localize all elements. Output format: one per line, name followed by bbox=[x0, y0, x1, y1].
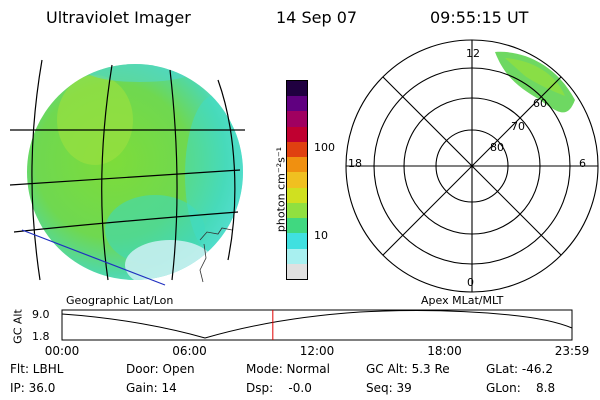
altitude-y-top: 9.0 bbox=[32, 308, 50, 321]
colorbar-segment bbox=[287, 80, 307, 97]
polar-panel-label: Apex MLat/MLT bbox=[421, 294, 504, 307]
status-dsp: Dsp: -0.0 bbox=[246, 381, 312, 395]
status-gc-alt: GC Alt: 5.3 Re bbox=[366, 362, 450, 376]
time-label: 09:55:15 UT bbox=[430, 8, 529, 27]
colorbar-segment bbox=[287, 248, 307, 264]
colorbar-segment bbox=[287, 126, 307, 142]
mlt-0-label: 0 bbox=[467, 276, 474, 289]
terminator-line bbox=[21, 229, 166, 286]
colorbar bbox=[286, 80, 308, 280]
altitude-x-tick: 18:00 bbox=[427, 344, 462, 358]
colorbar-segment bbox=[287, 233, 307, 249]
altitude-curve bbox=[61, 310, 573, 339]
mlt-18-label: 18 bbox=[348, 157, 362, 170]
lat-80-label: 80 bbox=[490, 141, 504, 154]
lat-60-label: 60 bbox=[533, 97, 547, 110]
altitude-x-tick: 00:00 bbox=[44, 344, 80, 358]
altitude-plot-frame bbox=[61, 309, 573, 341]
mlt-6-label: 6 bbox=[579, 157, 586, 170]
colorbar-segment bbox=[287, 263, 307, 279]
mlt-12-label: 12 bbox=[466, 47, 480, 60]
colorbar-segment bbox=[287, 187, 307, 203]
altitude-x-tick: 23:59 bbox=[554, 344, 590, 358]
status-door: Door: Open bbox=[126, 362, 195, 376]
status-mode: Mode: Normal bbox=[246, 362, 330, 376]
coastline bbox=[199, 227, 233, 283]
altitude-y-bottom: 1.8 bbox=[32, 330, 50, 343]
status-flt: Flt: LBHL bbox=[10, 362, 64, 376]
colorbar-segment bbox=[287, 218, 307, 234]
geo-panel-label: Geographic Lat/Lon bbox=[66, 294, 174, 307]
date-label: 14 Sep 07 bbox=[276, 8, 358, 27]
polar-grid bbox=[345, 39, 599, 293]
colorbar-segment bbox=[287, 96, 307, 112]
status-gain: Gain: 14 bbox=[126, 381, 177, 395]
status-glon: GLon: 8.8 bbox=[486, 381, 556, 395]
instrument-title: Ultraviolet Imager bbox=[46, 8, 191, 27]
altitude-x-tick: 12:00 bbox=[299, 344, 335, 358]
colorbar-segment bbox=[287, 202, 307, 219]
lat-70-label: 70 bbox=[511, 120, 525, 133]
geo-grid bbox=[9, 59, 245, 281]
status-glat: GLat: -46.2 bbox=[486, 362, 553, 376]
status-seq: Seq: 39 bbox=[366, 381, 412, 395]
status-ip: IP: 36.0 bbox=[10, 381, 56, 395]
colorbar-tick-10: 10 bbox=[314, 229, 328, 242]
colorbar-segment bbox=[287, 111, 307, 127]
colorbar-segment bbox=[287, 157, 307, 173]
colorbar-tick-100: 100 bbox=[314, 141, 335, 154]
colorbar-segment bbox=[287, 172, 307, 188]
altitude-x-tick: 06:00 bbox=[172, 344, 207, 358]
colorbar-segment bbox=[287, 141, 307, 158]
